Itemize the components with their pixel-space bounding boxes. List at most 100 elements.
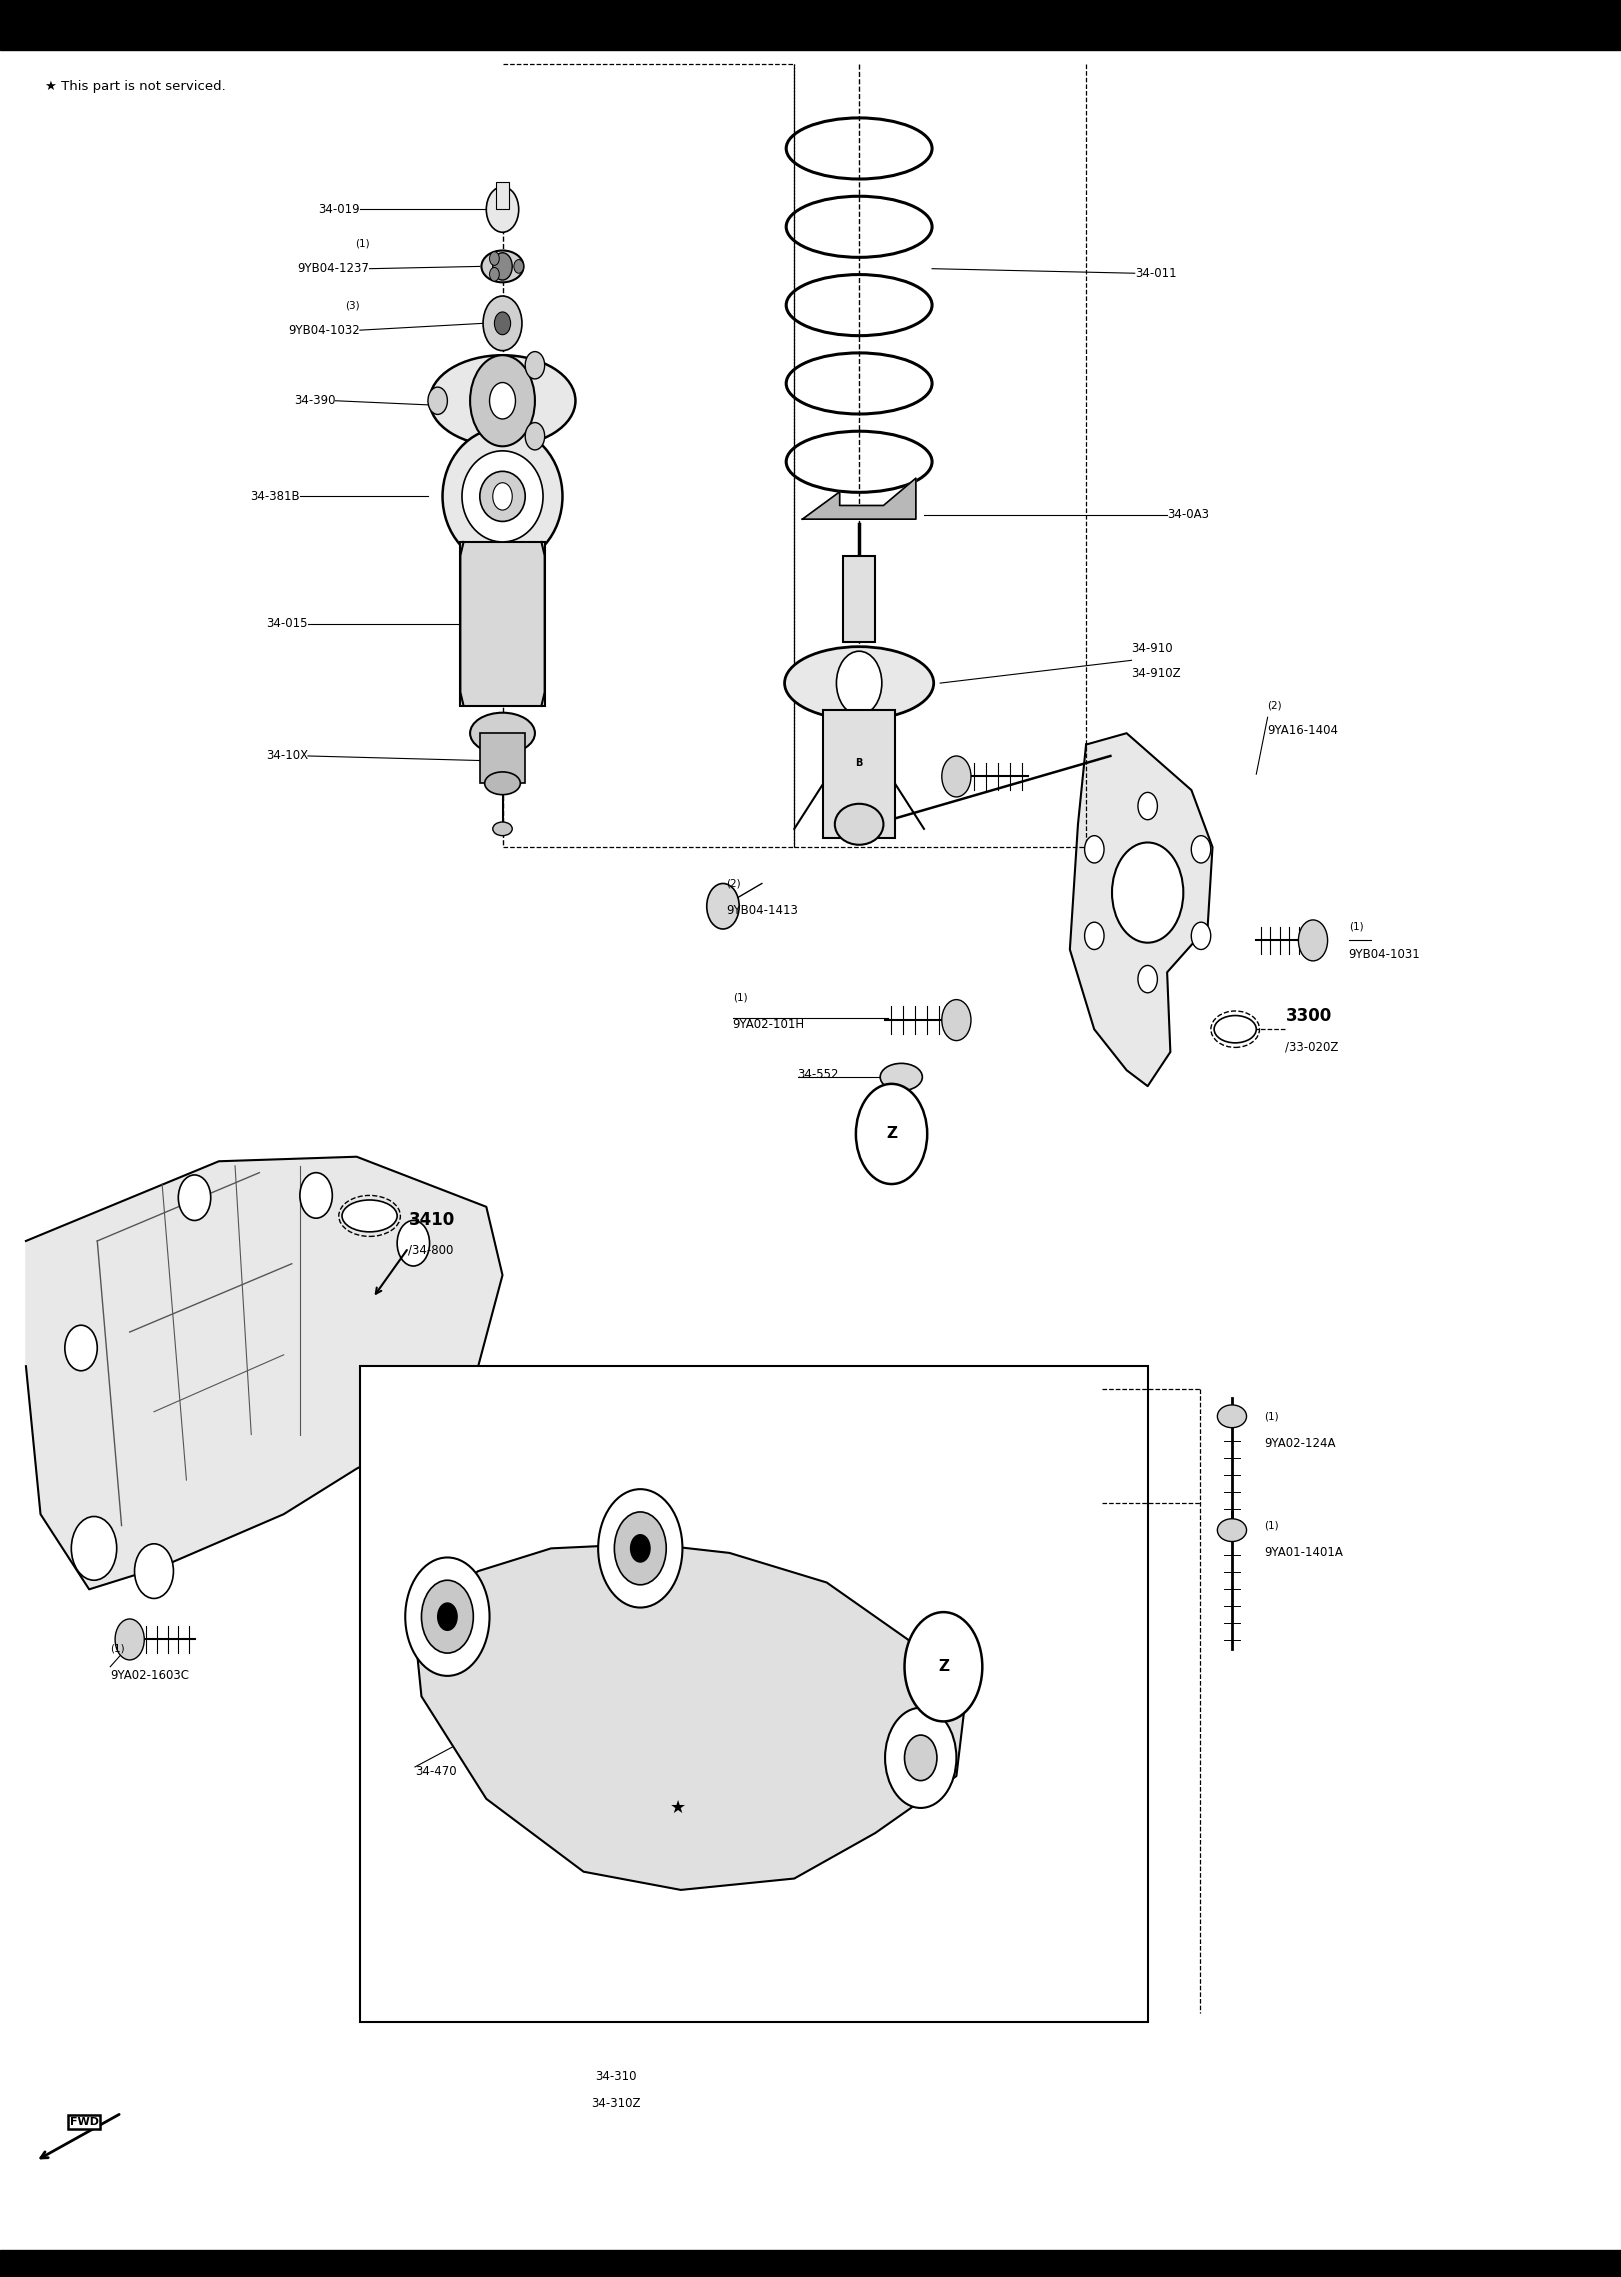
Ellipse shape [430, 355, 575, 446]
Text: 34-470: 34-470 [415, 1765, 457, 1778]
Circle shape [525, 351, 545, 378]
Ellipse shape [1214, 1016, 1256, 1043]
Text: Z: Z [887, 1127, 896, 1141]
Ellipse shape [1217, 1519, 1247, 1542]
Text: 9YA02-1603C: 9YA02-1603C [110, 1669, 190, 1683]
Ellipse shape [785, 647, 934, 720]
Ellipse shape [880, 1063, 922, 1091]
Circle shape [483, 296, 522, 351]
Circle shape [598, 1489, 682, 1608]
Circle shape [525, 424, 545, 451]
Circle shape [514, 260, 524, 273]
Text: (1): (1) [733, 993, 747, 1002]
Circle shape [905, 1735, 937, 1781]
Text: (1): (1) [1264, 1521, 1279, 1530]
Circle shape [493, 253, 512, 280]
Circle shape [490, 253, 499, 266]
Circle shape [1191, 836, 1211, 863]
Ellipse shape [470, 713, 535, 754]
Text: 9YB04-1032: 9YB04-1032 [289, 323, 360, 337]
Circle shape [115, 1619, 144, 1660]
Circle shape [490, 266, 499, 280]
Circle shape [905, 1612, 982, 1721]
Circle shape [1112, 842, 1183, 943]
Text: (2): (2) [1268, 701, 1282, 710]
Circle shape [1138, 792, 1157, 820]
Text: 34-381B: 34-381B [250, 490, 300, 503]
Ellipse shape [493, 822, 512, 836]
Bar [0, 2250, 1621, 2277]
Text: 34-910: 34-910 [1131, 642, 1174, 656]
Circle shape [614, 1512, 666, 1585]
Text: 9YA02-124A: 9YA02-124A [1264, 1437, 1336, 1450]
Bar [460, 542, 545, 706]
Text: (1): (1) [1349, 922, 1363, 931]
Text: 34-552: 34-552 [798, 1068, 840, 1082]
Text: 34-10X: 34-10X [266, 749, 308, 763]
Bar [496, 182, 509, 209]
Circle shape [631, 1535, 650, 1562]
Ellipse shape [1217, 1405, 1247, 1428]
Text: (1): (1) [1264, 1412, 1279, 1421]
Text: 9YA16-1404: 9YA16-1404 [1268, 724, 1339, 738]
Polygon shape [1070, 733, 1213, 1086]
Circle shape [942, 1000, 971, 1041]
Text: 3410: 3410 [408, 1211, 456, 1230]
Bar [360, 1366, 1148, 2022]
Circle shape [1138, 965, 1157, 993]
Circle shape [836, 651, 882, 715]
Polygon shape [26, 1157, 503, 1589]
Ellipse shape [481, 250, 524, 282]
Text: Z: Z [939, 1660, 948, 1674]
Circle shape [856, 1084, 927, 1184]
Circle shape [178, 1175, 211, 1220]
Circle shape [405, 1557, 490, 1676]
Circle shape [1191, 922, 1211, 950]
Ellipse shape [835, 804, 883, 845]
Text: 9YB04-1031: 9YB04-1031 [1349, 947, 1420, 961]
Ellipse shape [462, 451, 543, 542]
Circle shape [486, 187, 519, 232]
Bar [0, 0, 1621, 50]
Text: 34-011: 34-011 [1135, 266, 1177, 280]
Circle shape [490, 383, 515, 419]
Text: ★: ★ [669, 1799, 686, 1817]
Circle shape [421, 1580, 473, 1653]
Text: 9YB04-1237: 9YB04-1237 [298, 262, 370, 276]
Circle shape [494, 312, 511, 335]
Bar [480, 733, 525, 783]
Ellipse shape [480, 471, 525, 521]
Text: 9YB04-1413: 9YB04-1413 [726, 904, 798, 918]
Text: FWD: FWD [70, 2118, 99, 2127]
Text: /34-800: /34-800 [408, 1243, 454, 1257]
Text: 34-0A3: 34-0A3 [1167, 508, 1209, 521]
Text: (1): (1) [355, 239, 370, 248]
Text: 34-910Z: 34-910Z [1131, 667, 1182, 681]
Text: 34-310: 34-310 [595, 2070, 637, 2083]
Text: (3): (3) [345, 301, 360, 310]
Circle shape [1084, 922, 1104, 950]
Circle shape [71, 1516, 117, 1580]
Text: 3300: 3300 [1285, 1006, 1332, 1025]
Circle shape [397, 1220, 430, 1266]
Circle shape [1298, 920, 1328, 961]
Text: B: B [856, 758, 862, 767]
Circle shape [428, 387, 447, 414]
Bar [823, 710, 895, 838]
Circle shape [135, 1544, 173, 1598]
Circle shape [1084, 836, 1104, 863]
Circle shape [300, 1173, 332, 1218]
Circle shape [493, 483, 512, 510]
Circle shape [942, 756, 971, 797]
Text: 9YA01-1401A: 9YA01-1401A [1264, 1546, 1344, 1560]
Text: 34-390: 34-390 [293, 394, 336, 408]
Circle shape [707, 883, 739, 929]
Text: 9YA02-101H: 9YA02-101H [733, 1018, 804, 1031]
Ellipse shape [443, 428, 562, 565]
Text: /33-020Z: /33-020Z [1285, 1041, 1339, 1054]
Text: ★ This part is not serviced.: ★ This part is not serviced. [45, 80, 227, 93]
Ellipse shape [485, 772, 520, 795]
Polygon shape [802, 478, 916, 519]
Text: (1): (1) [110, 1644, 125, 1653]
Circle shape [438, 1603, 457, 1630]
